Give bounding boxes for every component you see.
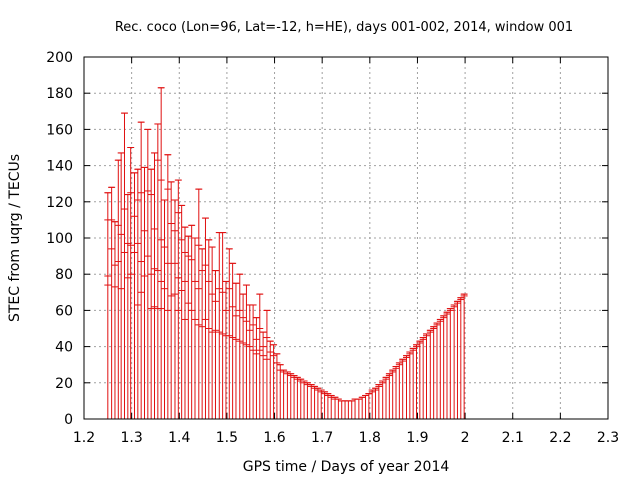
y-tick-label: 20 [55, 376, 73, 392]
y-tick-label: 80 [55, 267, 73, 283]
x-tick-label: 2.3 [597, 430, 619, 446]
x-tick-label: 1.9 [406, 430, 428, 446]
x-tick-label: 2.1 [502, 430, 524, 446]
y-tick-label: 160 [46, 122, 73, 138]
y-tick-label: 120 [46, 195, 73, 211]
grid [84, 57, 608, 419]
x-tick-label: 1.5 [216, 430, 238, 446]
x-tick-label: 2.2 [549, 430, 571, 446]
x-tick-label: 1.8 [359, 430, 381, 446]
x-tick-label: 1.2 [73, 430, 95, 446]
x-tick-label: 1.4 [168, 430, 190, 446]
y-axis-label: STEC from uqrg / TECUs [7, 154, 23, 322]
error-bars [104, 87, 468, 419]
y-tick-label: 200 [46, 50, 73, 66]
data-points [104, 87, 468, 402]
x-tick-label: 1.3 [121, 430, 143, 446]
y-tick-label: 0 [64, 412, 73, 428]
y-tick-label: 180 [46, 86, 73, 102]
y-tick-labels: 0 20 40 60 80 100 120 140 160 180 200 [46, 50, 73, 428]
x-tick-label: 1.6 [263, 430, 285, 446]
y-tick-label: 100 [46, 231, 73, 247]
x-tick-label: 2 [461, 430, 470, 446]
y-tick-label: 140 [46, 159, 73, 175]
x-axis-label: GPS time / Days of year 2014 [243, 459, 450, 475]
x-tick-labels: 1.2 1.3 1.4 1.5 1.6 1.7 1.8 1.9 2 2.1 2.2 2.3 [73, 430, 619, 446]
chart-title: Rec. coco (Lon=96, Lat=-12, h=HE), days … [115, 20, 573, 35]
y-tick-label: 60 [55, 303, 73, 319]
axis-ticks [83, 56, 609, 420]
y-tick-label: 40 [55, 340, 73, 356]
x-tick-label: 1.7 [311, 430, 333, 446]
